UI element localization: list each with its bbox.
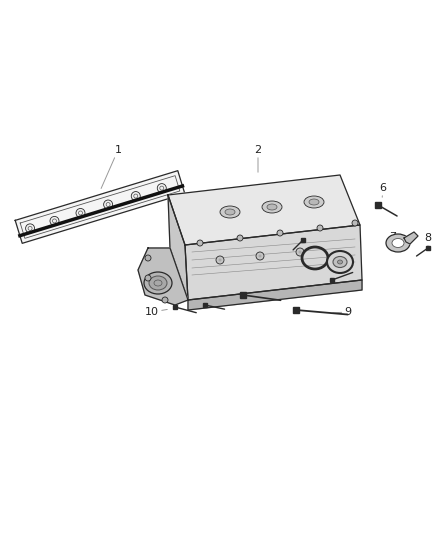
Circle shape — [317, 225, 323, 231]
Text: 4: 4 — [314, 233, 321, 251]
Circle shape — [296, 248, 304, 256]
Ellipse shape — [386, 234, 410, 252]
Text: 6: 6 — [340, 267, 352, 278]
Polygon shape — [168, 175, 360, 245]
Polygon shape — [404, 232, 418, 244]
Circle shape — [277, 230, 283, 236]
Ellipse shape — [267, 204, 277, 210]
Circle shape — [197, 240, 203, 246]
Polygon shape — [185, 225, 362, 300]
Text: 8: 8 — [424, 233, 431, 246]
Ellipse shape — [304, 196, 324, 208]
Ellipse shape — [327, 251, 353, 273]
Text: 10: 10 — [203, 293, 217, 303]
Circle shape — [25, 224, 35, 233]
Ellipse shape — [392, 238, 404, 247]
Circle shape — [104, 200, 113, 209]
Circle shape — [219, 259, 222, 262]
Polygon shape — [15, 171, 185, 244]
Text: 3: 3 — [294, 221, 303, 236]
Ellipse shape — [333, 256, 347, 268]
Text: 7: 7 — [389, 232, 396, 245]
Ellipse shape — [220, 206, 240, 218]
Circle shape — [299, 251, 301, 254]
Text: 6: 6 — [237, 293, 248, 305]
Text: 10: 10 — [145, 307, 167, 317]
Text: 9: 9 — [333, 307, 352, 317]
Ellipse shape — [262, 201, 282, 213]
Circle shape — [50, 216, 59, 225]
Text: 5: 5 — [339, 232, 346, 249]
Polygon shape — [168, 195, 188, 300]
Circle shape — [256, 252, 264, 260]
Ellipse shape — [149, 276, 167, 290]
Ellipse shape — [225, 209, 235, 215]
Circle shape — [145, 275, 151, 281]
Text: 2: 2 — [254, 145, 261, 172]
Polygon shape — [188, 280, 362, 310]
Circle shape — [352, 220, 358, 226]
Ellipse shape — [144, 272, 172, 294]
Circle shape — [145, 255, 151, 261]
Circle shape — [131, 191, 140, 200]
Text: 6: 6 — [379, 183, 386, 197]
Circle shape — [157, 183, 166, 192]
Ellipse shape — [338, 260, 343, 264]
Ellipse shape — [309, 199, 319, 205]
Circle shape — [162, 297, 168, 303]
Polygon shape — [138, 248, 188, 305]
Text: 1: 1 — [101, 145, 121, 189]
Circle shape — [237, 235, 243, 241]
Circle shape — [258, 254, 261, 257]
Circle shape — [76, 208, 85, 217]
Circle shape — [216, 256, 224, 264]
